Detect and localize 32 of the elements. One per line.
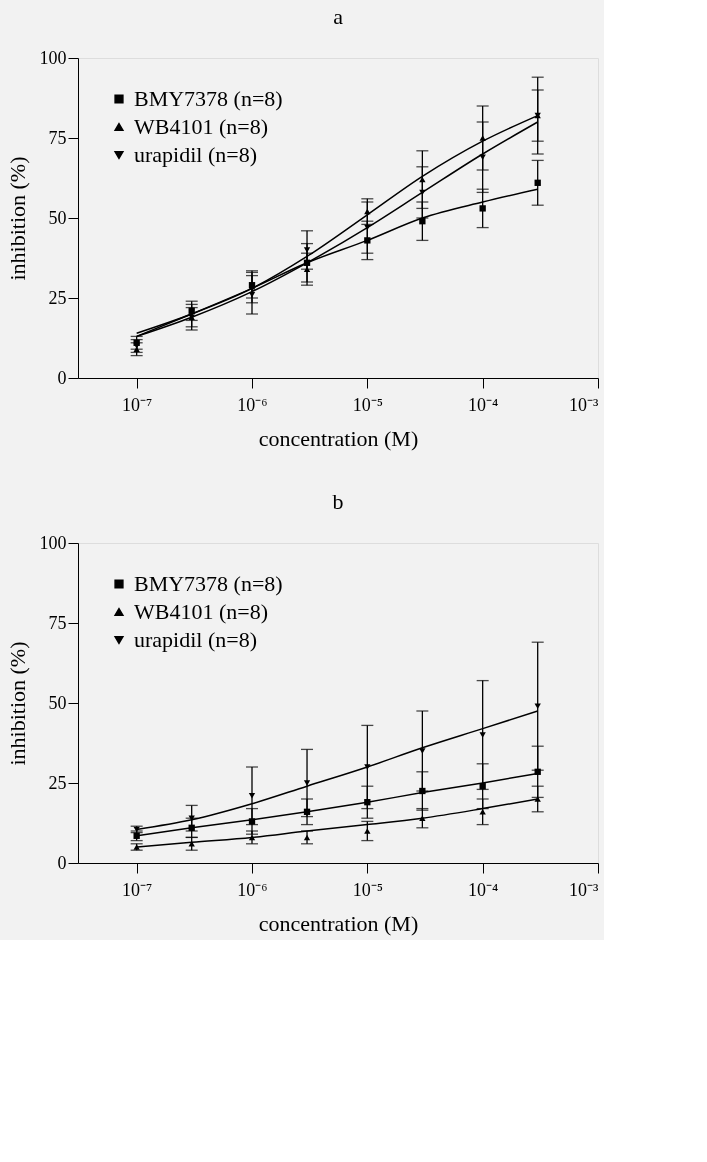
chart-title: b (332, 489, 344, 514)
y-tick-label: 50 (48, 207, 67, 228)
x-tick-label: 10⁻⁴ (468, 394, 499, 415)
x-tick-label: 10⁻⁷ (122, 394, 153, 415)
y-tick-label: 100 (39, 47, 67, 68)
x-tick-label: 10⁻⁶ (237, 879, 268, 900)
y-tick-label: 75 (48, 612, 67, 633)
x-axis-title: concentration (M) (258, 910, 419, 936)
x-tick-label: 10⁻³ (569, 879, 600, 900)
y-tick-label: 0 (57, 367, 67, 388)
y-tick-label: 0 (57, 852, 67, 873)
x-axis-title: concentration (M) (258, 425, 419, 451)
x-tick-label: 10⁻⁵ (352, 394, 383, 415)
legend-label: BMY7378 (n=8) (134, 571, 283, 596)
legend-label: BMY7378 (n=8) (134, 86, 283, 111)
y-tick-label: 50 (48, 692, 67, 713)
legend-label: urapidil (n=8) (134, 142, 257, 167)
legend-label: WB4101 (n=8) (134, 599, 268, 624)
chart-title: a (333, 4, 344, 29)
y-axis-title: inhibition (%) (4, 641, 30, 766)
legend-label: urapidil (n=8) (134, 627, 257, 652)
y-axis-title: inhibition (%) (4, 156, 30, 281)
x-tick-label: 10⁻⁷ (122, 879, 153, 900)
x-tick-label: 10⁻⁴ (468, 879, 499, 900)
legend-label: WB4101 (n=8) (134, 114, 268, 139)
y-tick-label: 75 (48, 127, 67, 148)
x-tick-label: 10⁻³ (569, 394, 600, 415)
x-tick-label: 10⁻⁶ (237, 394, 268, 415)
y-tick-label: 25 (48, 287, 67, 308)
x-tick-label: 10⁻⁵ (352, 879, 383, 900)
y-tick-label: 25 (48, 772, 67, 793)
y-tick-label: 100 (39, 532, 67, 553)
